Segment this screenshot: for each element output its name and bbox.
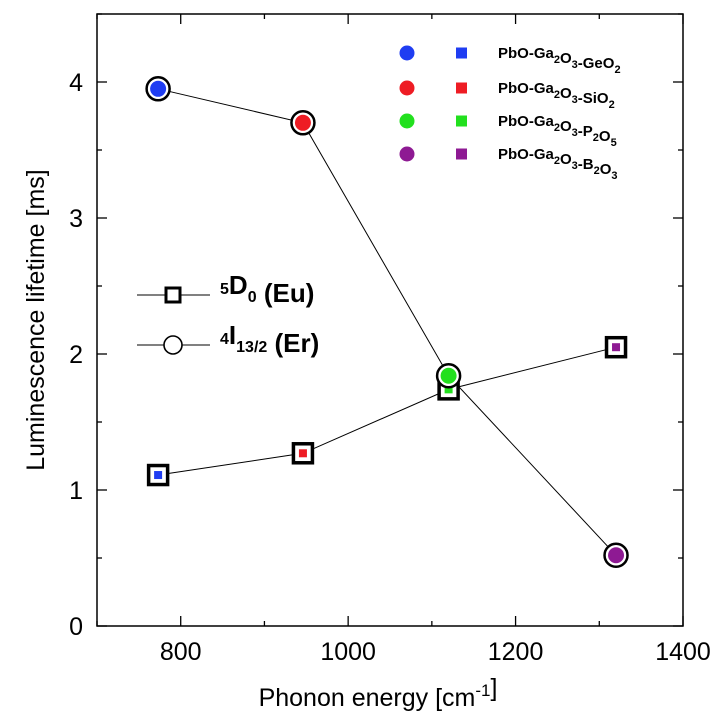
x-axis-title: Phonon energy [cm-1] <box>259 674 498 712</box>
x-tick-label: 1400 <box>655 638 711 666</box>
glass-square-icon <box>456 82 467 94</box>
series-markers <box>145 76 629 569</box>
square-fill <box>154 471 163 480</box>
y-tick-label: 3 <box>69 205 83 233</box>
circle-fill <box>150 80 167 97</box>
eu-square-marker <box>291 442 315 465</box>
plot-frame <box>96 13 684 627</box>
circle-fill <box>294 114 311 131</box>
y-tick-label: 1 <box>69 477 83 505</box>
glass-circle-icon <box>399 113 415 129</box>
legend-circle-icon <box>163 335 183 355</box>
x-axis-ticks: 800 1000 1200 1400 <box>96 14 711 666</box>
x-tick-label: 1000 <box>320 638 376 666</box>
y-tick-label: 4 <box>69 69 83 97</box>
legend-label: 5D0 (Eu) <box>220 270 314 308</box>
glass-legend-item: PbO-Ga2O3-P2O5 <box>399 113 617 149</box>
legend-square-icon <box>164 286 182 304</box>
glass-legend-label: PbO-Ga2O3-P2O5 <box>498 113 617 149</box>
glass-circle-icon <box>399 146 415 162</box>
y-axis-ticks: 0 1 2 3 4 <box>69 13 683 641</box>
glass-square-icon <box>456 47 467 59</box>
series-line-square <box>158 346 617 476</box>
square-fill <box>444 385 453 394</box>
glass-circle-icon <box>399 45 415 61</box>
series-line-circle <box>157 88 617 556</box>
square-fill <box>298 449 307 458</box>
series-legend: 5D0 (Eu) 4I13/2 (Er) <box>137 270 319 358</box>
eu-square-marker <box>604 335 628 359</box>
glass-legend-label: PbO-Ga2O3-GeO2 <box>498 45 621 76</box>
eu-square-marker <box>146 463 170 487</box>
glass-legend-item: PbO-Ga2O3-B2O3 <box>399 146 618 182</box>
x-tick-label: 800 <box>160 638 202 666</box>
circle-fill <box>608 547 625 564</box>
series-lines <box>157 88 617 556</box>
glass-legend-label: PbO-Ga2O3-SiO2 <box>498 80 615 111</box>
glass-legend-item: PbO-Ga2O3-SiO2 <box>399 80 615 111</box>
y-tick-label: 2 <box>69 341 83 369</box>
er-circle-marker <box>603 542 629 569</box>
glass-composition-legend: PbO-Ga2O3-GeO2 PbO-Ga2O3-SiO2PbO-Ga2O3-P2… <box>399 45 621 182</box>
glass-legend-item: PbO-Ga2O3-GeO2 <box>399 45 621 76</box>
y-axis-title: Luminescence lifetime [ms] <box>22 169 50 471</box>
square-fill <box>612 343 621 352</box>
er-circle-marker <box>145 76 171 102</box>
series-legend-item: 4I13/2 (Er) <box>137 320 319 358</box>
legend-label: 4I13/2 (Er) <box>220 320 319 358</box>
glass-square-icon <box>456 148 467 160</box>
glass-circle-icon <box>399 80 415 96</box>
glass-legend-label: PbO-Ga2O3-B2O3 <box>498 146 618 182</box>
x-tick-label: 1200 <box>488 638 544 666</box>
y-tick-label: 0 <box>69 613 83 641</box>
circle-fill <box>440 367 457 384</box>
glass-square-icon <box>456 115 467 127</box>
er-circle-marker <box>290 110 316 136</box>
er-circle-marker <box>435 363 462 389</box>
series-legend-item: 5D0 (Eu) <box>137 270 314 308</box>
plot-area-border <box>96 13 684 627</box>
